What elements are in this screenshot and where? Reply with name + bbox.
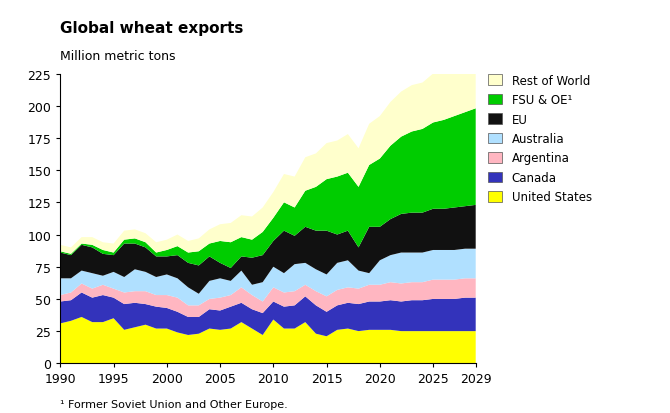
Text: Million metric tons: Million metric tons — [60, 50, 176, 62]
Text: Global wheat exports: Global wheat exports — [60, 21, 244, 36]
Legend: Rest of World, FSU & OE¹, EU, Australia, Argentina, Canada, United States: Rest of World, FSU & OE¹, EU, Australia,… — [488, 74, 592, 204]
Text: ¹ Former Soviet Union and Other Europe.: ¹ Former Soviet Union and Other Europe. — [60, 399, 288, 409]
